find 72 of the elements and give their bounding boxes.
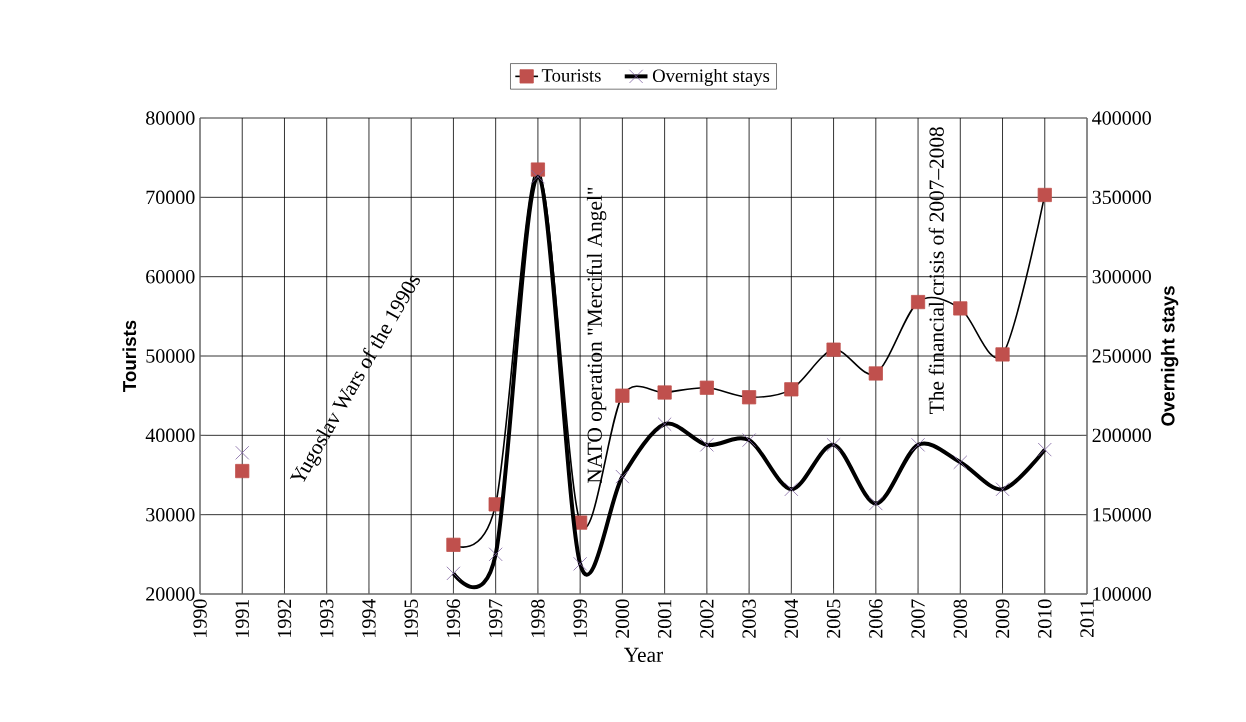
annotation: NATO operation "Merciful Angel" (586, 187, 607, 484)
point (742, 433, 757, 448)
x-tick-label: 1999 (573, 599, 587, 637)
x-tick-label: 1992 (277, 599, 292, 637)
x-tick-label: 2002 (700, 599, 714, 638)
point (446, 537, 461, 552)
point (615, 469, 630, 484)
point (699, 437, 714, 452)
point (826, 437, 841, 452)
x-tick-label: 1990 (193, 599, 207, 637)
point (657, 385, 672, 400)
point (699, 380, 714, 395)
y2-tick-label: 150000 (1093, 507, 1151, 522)
x-tick-label: 1994 (362, 599, 376, 637)
point (995, 482, 1010, 497)
point (995, 347, 1010, 362)
x-tick-label: 2008 (953, 599, 968, 638)
x-axis-title: Year (624, 647, 663, 663)
x-tick-label: 1991 (235, 599, 249, 637)
point (953, 455, 968, 470)
point (446, 566, 461, 581)
legend-label: Overnight stays (652, 68, 770, 86)
x-tick-label: 2011 (1080, 599, 1094, 638)
point (784, 482, 799, 497)
x-tick-label: 2000 (615, 599, 630, 638)
point (488, 547, 503, 562)
y-tick-label: 40000 (145, 428, 195, 443)
point (615, 388, 630, 403)
y2-tick-label: 100000 (1093, 587, 1151, 601)
x-tick-label: 2010 (1038, 599, 1052, 638)
legend-label: Tourists (541, 69, 601, 82)
x-tick-label: 2009 (995, 599, 1010, 638)
y-tick-label: 60000 (146, 269, 195, 284)
x-tick-label: 1993 (320, 599, 334, 637)
x-tick-label: 1998 (531, 599, 545, 637)
x-tick-label: 1995 (404, 599, 418, 637)
y-tick-label: 50000 (146, 349, 195, 363)
point (235, 445, 250, 460)
point (1037, 187, 1052, 203)
point (742, 390, 757, 405)
y-axis-title: Tourists (122, 320, 137, 392)
y-tick-label: 70000 (146, 190, 195, 205)
y-tick-label: 80000 (146, 111, 195, 125)
point (530, 169, 545, 184)
point (868, 366, 883, 381)
x-tick-label: 2003 (742, 599, 756, 638)
y-tick-label: 30000 (146, 507, 195, 522)
y2-tick-label: 250000 (1092, 349, 1151, 363)
y2-axis-title: Overnight stays (1160, 286, 1179, 426)
point (953, 301, 968, 316)
y-tick-label: 20000 (146, 587, 195, 601)
point (657, 417, 672, 432)
y2-tick-label: 400000 (1092, 111, 1151, 125)
point (910, 294, 926, 310)
y2-tick-label: 300000 (1092, 269, 1151, 284)
y2-tick-label: 350000 (1092, 190, 1151, 205)
point (911, 437, 926, 452)
annotation: The financial crisis of 2007–2008 (928, 127, 944, 414)
x-tick-label: 2006 (869, 599, 883, 638)
point (868, 496, 883, 511)
x-tick-label: 2005 (826, 599, 841, 638)
point (784, 382, 799, 397)
x-tick-label: 1997 (488, 599, 503, 637)
x-tick-label: 2007 (911, 599, 925, 638)
point (1037, 442, 1052, 457)
y2-tick-label: 200000 (1092, 428, 1151, 443)
point (235, 463, 250, 479)
point (826, 342, 841, 357)
point (573, 556, 588, 571)
x-tick-label: 1996 (446, 599, 461, 637)
x-tick-label: 2004 (784, 599, 799, 638)
x-tick-label: 2001 (657, 599, 672, 638)
